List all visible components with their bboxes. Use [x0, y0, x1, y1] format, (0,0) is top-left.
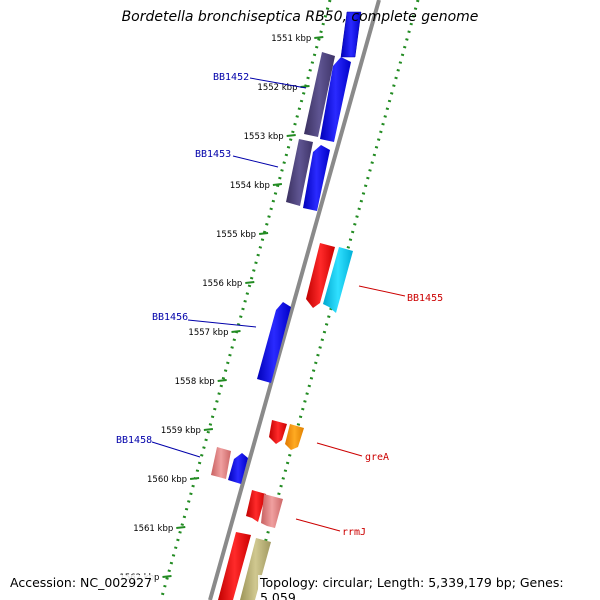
- kbp-tick-label: 1554 kbp: [230, 181, 270, 191]
- forward-strand-genes: [211, 11, 362, 600]
- gene-arrow-purple[interactable]: [286, 139, 313, 206]
- gene-arrow-grea[interactable]: [285, 424, 304, 450]
- gene-label-rrmj[interactable]: rrmJ: [342, 527, 366, 538]
- gene-label-bb1456[interactable]: BB1456: [152, 312, 188, 323]
- gene-arrow-bb1458[interactable]: [228, 453, 248, 484]
- gene-label-leaders: [151, 77, 406, 532]
- kbp-tick-label: 1556 kbp: [202, 279, 242, 289]
- gene-arrow-blue[interactable]: [340, 11, 362, 58]
- kbp-tick-mark: [203, 428, 213, 431]
- gene-arrow-bb1455[interactable]: [323, 247, 353, 313]
- kbp-tick-label: 1560 kbp: [147, 475, 187, 485]
- kbp-tick-mark: [162, 575, 172, 578]
- kbp-tick-label: 1553 kbp: [244, 132, 284, 142]
- kbp-tick-mark: [272, 183, 283, 186]
- accession-label: Accession: NC_002927: [8, 575, 155, 590]
- gene-labels: BB1452 BB1453 BB1456 BB1458 BB1455 greA …: [116, 72, 443, 538]
- gene-label-bb1452[interactable]: BB1452: [213, 72, 249, 83]
- gene-arrow-purple[interactable]: [304, 52, 335, 137]
- gene-arrow-red[interactable]: [218, 532, 251, 600]
- genome-backbone: [208, 0, 381, 600]
- kbp-tick-label: 1557 kbp: [188, 328, 228, 338]
- genome-summary-label: Topology: circular; Length: 5,339,179 bp…: [258, 575, 600, 600]
- gene-arrow-rrmj[interactable]: [261, 494, 283, 528]
- kbp-tick-label: 1561 kbp: [133, 524, 173, 534]
- gene-label-bb1455[interactable]: BB1455: [407, 293, 443, 304]
- kbp-tick-label: 1559 kbp: [161, 426, 201, 436]
- gene-arrow-red[interactable]: [306, 243, 335, 308]
- gene-arrow-red[interactable]: [246, 490, 266, 522]
- kbp-tick-label: 1551 kbp: [271, 34, 311, 44]
- genome-title: Bordetella bronchiseptica RB50, complete…: [121, 9, 479, 25]
- kbp-tick-mark: [314, 36, 324, 39]
- gene-label-bb1458[interactable]: BB1458: [116, 435, 152, 446]
- kbp-tick-label: 1552 kbp: [257, 83, 297, 93]
- kbp-tick-mark: [286, 134, 296, 137]
- gene-arrow-bb1453[interactable]: [303, 145, 330, 211]
- gene-label-bb1453[interactable]: BB1453: [195, 149, 231, 160]
- gc-skew-inner-track: [159, 0, 332, 600]
- kbp-tick-label: 1555 kbp: [216, 230, 256, 240]
- kbp-tick-mark: [245, 281, 255, 284]
- gene-arrow-bb1456[interactable]: [257, 302, 291, 383]
- kbp-tick-mark: [231, 330, 241, 333]
- kbp-tick-mark: [176, 526, 186, 529]
- reverse-strand-genes: [240, 243, 353, 600]
- gene-arrow-bb1452[interactable]: [320, 57, 351, 142]
- kbp-tick-label: 1558 kbp: [175, 377, 215, 387]
- gene-label-grea[interactable]: greA: [365, 452, 389, 463]
- gene-arrow-red[interactable]: [269, 420, 287, 444]
- gene-arrow-olive[interactable]: [240, 538, 271, 600]
- kbp-tick-mark: [189, 477, 200, 480]
- kbp-tick-mark: [258, 232, 269, 235]
- gene-arrow-pink[interactable]: [211, 447, 231, 479]
- kbp-tick-mark: [217, 379, 227, 382]
